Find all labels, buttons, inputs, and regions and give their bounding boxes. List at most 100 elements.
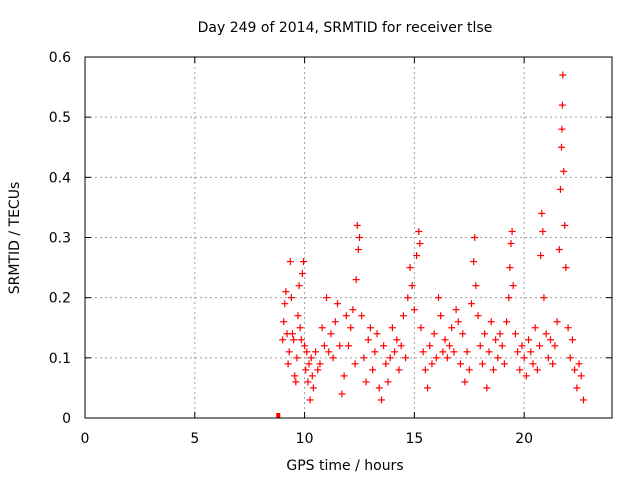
data-point bbox=[506, 264, 514, 272]
data-point bbox=[525, 336, 533, 344]
data-point bbox=[325, 348, 333, 356]
y-tick-label: 0.5 bbox=[49, 110, 71, 126]
data-point bbox=[294, 312, 302, 320]
data-point bbox=[347, 324, 355, 332]
data-point bbox=[318, 324, 326, 332]
data-point bbox=[301, 342, 309, 350]
data-point bbox=[424, 384, 432, 392]
data-point bbox=[448, 324, 456, 332]
plot-frame bbox=[84, 56, 613, 419]
data-point bbox=[461, 378, 469, 386]
y-axis-title: SRMTID / TECUs bbox=[7, 182, 23, 295]
data-point bbox=[507, 240, 515, 248]
data-point bbox=[323, 294, 331, 302]
data-point bbox=[478, 360, 486, 368]
data-point bbox=[430, 330, 438, 338]
data-point bbox=[406, 264, 414, 272]
origin-marker bbox=[276, 413, 281, 418]
data-point bbox=[349, 306, 357, 314]
y-tick-label: 0.3 bbox=[49, 231, 71, 247]
data-point bbox=[435, 294, 443, 302]
data-point bbox=[416, 240, 424, 248]
data-point bbox=[470, 258, 478, 266]
data-point bbox=[432, 354, 440, 362]
data-point bbox=[575, 360, 583, 368]
data-point bbox=[481, 330, 489, 338]
data-point bbox=[443, 354, 451, 362]
data-point bbox=[316, 360, 324, 368]
data-point bbox=[327, 330, 335, 338]
data-point bbox=[299, 258, 307, 266]
data-point bbox=[320, 342, 328, 350]
data-point bbox=[308, 372, 316, 380]
data-point bbox=[415, 227, 423, 235]
y-tick-label: 0.6 bbox=[49, 50, 71, 66]
data-point bbox=[487, 318, 495, 326]
data-point bbox=[303, 348, 311, 356]
data-point bbox=[366, 324, 374, 332]
data-point bbox=[413, 252, 421, 260]
data-point bbox=[306, 396, 314, 404]
data-point bbox=[279, 336, 287, 344]
data-point bbox=[511, 330, 519, 338]
data-point bbox=[536, 342, 544, 350]
data-point bbox=[345, 342, 352, 350]
data-point bbox=[388, 324, 396, 332]
data-point bbox=[508, 227, 516, 235]
data-point bbox=[358, 312, 366, 320]
data-point bbox=[518, 342, 526, 350]
data-point bbox=[505, 294, 513, 302]
data-point bbox=[566, 354, 574, 362]
data-point bbox=[419, 348, 427, 356]
data-point bbox=[342, 312, 350, 320]
data-point bbox=[312, 348, 320, 356]
data-point bbox=[395, 366, 403, 374]
data-point bbox=[391, 348, 399, 356]
data-point bbox=[280, 318, 288, 326]
tick-labels: 0 5 10 15 20 0 0.1 0.2 0.3 0.4 0.5 0.6 bbox=[49, 50, 533, 447]
data-point bbox=[336, 342, 344, 350]
data-point bbox=[369, 366, 377, 374]
data-point bbox=[441, 336, 449, 344]
data-points bbox=[276, 71, 587, 418]
data-point bbox=[476, 342, 484, 350]
data-point bbox=[287, 294, 295, 302]
data-point bbox=[498, 342, 506, 350]
data-point bbox=[446, 342, 454, 350]
data-point bbox=[364, 336, 372, 344]
data-point bbox=[373, 330, 381, 338]
chart-title: Day 249 of 2014, SRMTID for receiver tls… bbox=[198, 20, 493, 36]
data-point bbox=[553, 318, 561, 326]
data-point bbox=[417, 324, 425, 332]
data-point bbox=[489, 366, 497, 374]
data-point bbox=[452, 306, 460, 314]
data-point bbox=[571, 366, 579, 374]
data-point bbox=[305, 360, 313, 368]
data-point bbox=[304, 378, 312, 386]
data-point bbox=[293, 354, 301, 362]
data-point bbox=[547, 336, 555, 344]
data-point bbox=[531, 324, 539, 332]
data-point bbox=[340, 372, 348, 380]
data-point bbox=[296, 324, 304, 332]
data-point bbox=[509, 282, 517, 290]
data-point bbox=[408, 282, 416, 290]
data-point bbox=[463, 348, 471, 356]
data-point bbox=[314, 366, 322, 374]
x-tick-label: 10 bbox=[296, 431, 314, 447]
data-point bbox=[538, 209, 546, 217]
data-point bbox=[542, 330, 550, 338]
data-point bbox=[290, 336, 298, 344]
data-point bbox=[371, 348, 379, 356]
data-point bbox=[338, 390, 346, 398]
data-point bbox=[382, 360, 390, 368]
data-point bbox=[289, 330, 297, 338]
data-point bbox=[456, 360, 464, 368]
data-point bbox=[471, 234, 479, 241]
data-point bbox=[302, 366, 310, 374]
data-point bbox=[568, 336, 576, 344]
data-point bbox=[410, 306, 418, 314]
data-point bbox=[496, 330, 504, 338]
